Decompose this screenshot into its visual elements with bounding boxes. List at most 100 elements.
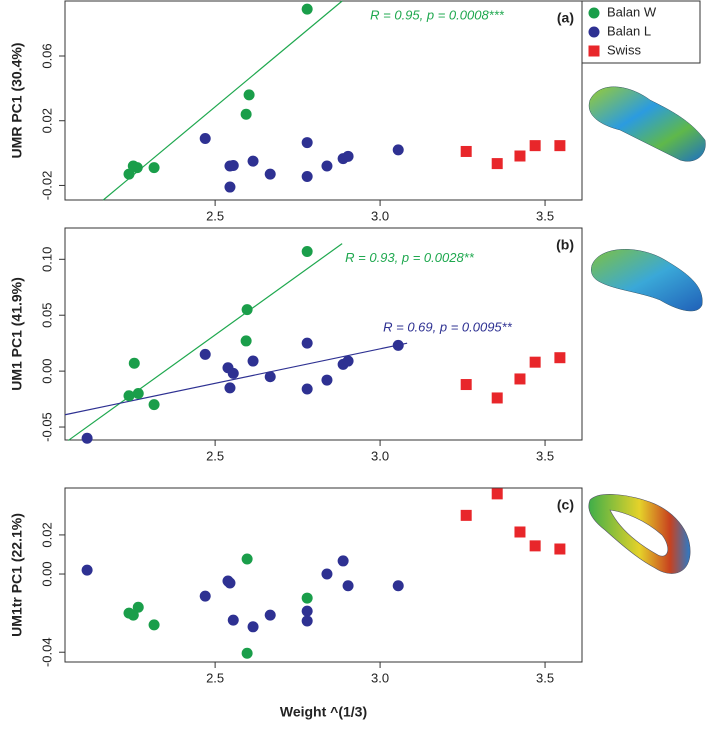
legend-marker bbox=[588, 26, 600, 38]
point bbox=[301, 592, 313, 604]
point bbox=[243, 89, 255, 101]
legend-marker bbox=[588, 7, 600, 19]
legend: Balan W Balan L Swiss bbox=[581, 0, 701, 64]
legend-label: Balan W bbox=[607, 4, 657, 19]
point bbox=[529, 356, 541, 368]
x-tick-label: 3.5 bbox=[536, 208, 554, 223]
point bbox=[127, 609, 139, 621]
x-tick-label: 3.5 bbox=[536, 448, 554, 463]
point bbox=[392, 339, 404, 351]
point bbox=[342, 150, 354, 162]
point bbox=[554, 140, 566, 152]
point bbox=[491, 392, 503, 404]
y-axis-label: UM1 PC1 (41.9%) bbox=[9, 277, 25, 391]
point bbox=[132, 601, 144, 613]
y-tick-label: -0.05 bbox=[39, 412, 54, 442]
point bbox=[241, 553, 253, 565]
point bbox=[132, 387, 144, 399]
point bbox=[460, 145, 472, 157]
fit-annotation: R = 0.95, p = 0.0008*** bbox=[370, 7, 505, 22]
point bbox=[81, 432, 93, 444]
fit-annotation: R = 0.93, p = 0.0028** bbox=[345, 250, 475, 265]
point bbox=[148, 619, 160, 631]
point bbox=[264, 371, 276, 383]
point bbox=[123, 168, 135, 180]
point bbox=[148, 162, 160, 174]
y-tick-label: 0.00 bbox=[39, 358, 54, 383]
point bbox=[460, 509, 472, 521]
x-tick-label: 3.0 bbox=[371, 208, 389, 223]
point bbox=[240, 108, 252, 120]
point bbox=[554, 543, 566, 555]
point bbox=[337, 555, 349, 567]
x-tick-label: 3.0 bbox=[371, 670, 389, 685]
point bbox=[491, 488, 503, 500]
point bbox=[241, 304, 253, 316]
point bbox=[247, 621, 259, 633]
panel-label: (b) bbox=[556, 237, 574, 253]
fit-annotation: R = 0.69, p = 0.0095** bbox=[383, 320, 513, 335]
y-tick-label: -0.02 bbox=[39, 171, 54, 201]
x-tick-label: 2.5 bbox=[206, 208, 224, 223]
plot-frame bbox=[64, 227, 583, 441]
model-image-a bbox=[588, 86, 706, 162]
point bbox=[227, 160, 239, 172]
point bbox=[392, 144, 404, 156]
x-tick-label: 3.0 bbox=[371, 448, 389, 463]
point bbox=[392, 580, 404, 592]
point bbox=[321, 568, 333, 580]
point bbox=[301, 383, 313, 395]
point bbox=[264, 168, 276, 180]
plot-frame bbox=[64, 487, 583, 663]
x-axis-label: Weight ^(1/3) bbox=[280, 704, 367, 720]
fit-line bbox=[102, 0, 343, 201]
y-tick-label: 0.10 bbox=[39, 247, 54, 272]
point bbox=[514, 150, 526, 162]
point bbox=[554, 352, 566, 364]
y-tick-label: 0.06 bbox=[39, 43, 54, 68]
point bbox=[529, 540, 541, 552]
legend-marker bbox=[588, 45, 600, 57]
x-tick-label: 3.5 bbox=[536, 670, 554, 685]
point bbox=[491, 158, 503, 170]
point bbox=[514, 526, 526, 538]
y-axis-label: UM1tr PC1 (22.1%) bbox=[9, 513, 25, 637]
point bbox=[227, 367, 239, 379]
panel-label: (c) bbox=[557, 497, 574, 513]
point bbox=[342, 355, 354, 367]
panel-label: (a) bbox=[557, 10, 574, 26]
point bbox=[128, 357, 140, 369]
point bbox=[514, 373, 526, 385]
point bbox=[301, 245, 313, 257]
model-image-c bbox=[588, 494, 691, 574]
point bbox=[301, 605, 313, 617]
point bbox=[224, 181, 236, 193]
point bbox=[321, 374, 333, 386]
point bbox=[227, 614, 239, 626]
point bbox=[199, 590, 211, 602]
legend-box bbox=[581, 0, 701, 64]
y-tick-label: 0.02 bbox=[39, 522, 54, 547]
fit-line bbox=[67, 243, 343, 441]
point bbox=[460, 379, 472, 391]
y-tick-label: 0.02 bbox=[39, 108, 54, 133]
y-axis-label: UMR PC1 (30.4%) bbox=[9, 43, 25, 159]
point bbox=[224, 382, 236, 394]
point bbox=[529, 140, 541, 152]
point bbox=[264, 609, 276, 621]
model-image-b bbox=[591, 249, 703, 312]
y-tick-label: -0.04 bbox=[39, 637, 54, 667]
point bbox=[148, 399, 160, 411]
point bbox=[240, 335, 252, 347]
x-tick-label: 2.5 bbox=[206, 448, 224, 463]
point bbox=[131, 162, 143, 174]
point bbox=[81, 564, 93, 576]
point bbox=[247, 355, 259, 367]
point bbox=[342, 580, 354, 592]
point bbox=[301, 171, 313, 183]
legend-label: Swiss bbox=[607, 42, 641, 57]
point bbox=[224, 577, 236, 589]
x-tick-label: 2.5 bbox=[206, 670, 224, 685]
fit-line bbox=[64, 342, 408, 416]
